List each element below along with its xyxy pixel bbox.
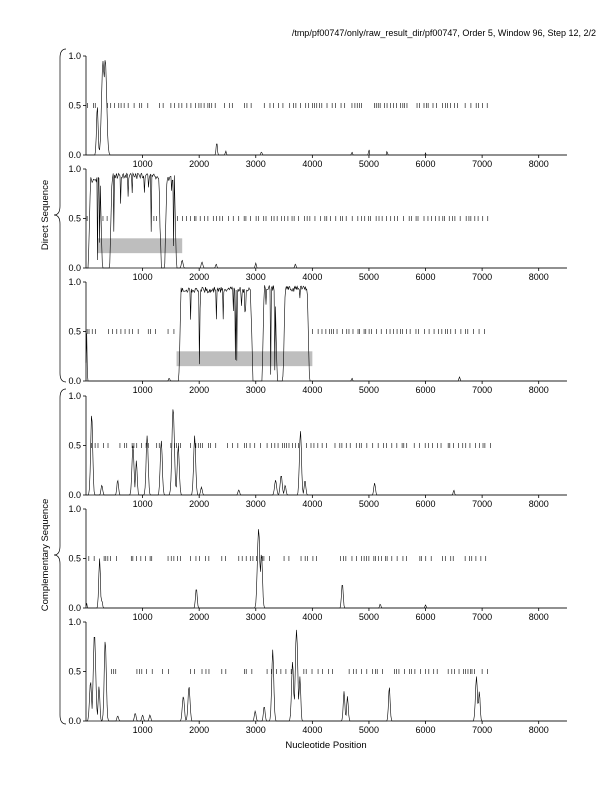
y-tick-label: 1.0 <box>68 617 81 627</box>
codon-marks <box>86 329 485 334</box>
y-tick-label: 0.0 <box>68 603 81 613</box>
x-tick-label: 4000 <box>302 159 322 169</box>
x-tick-label: 1000 <box>133 385 153 395</box>
x-tick-label: 8000 <box>529 725 549 735</box>
x-tick-label: 7000 <box>472 385 492 395</box>
x-tick-label: 2000 <box>189 385 209 395</box>
x-tick-label: 2000 <box>189 272 209 282</box>
x-tick-label: 4000 <box>302 385 322 395</box>
x-tick-label: 7000 <box>472 272 492 282</box>
x-tick-label: 5000 <box>359 385 379 395</box>
x-tick-label: 7000 <box>472 159 492 169</box>
codon-marks <box>86 216 489 221</box>
codon-marks <box>111 669 488 674</box>
x-tick-label: 2000 <box>189 612 209 622</box>
x-tick-label: 6000 <box>416 499 436 509</box>
panel-1: 0.0 0.5 1.0 1000 2000 3000 4000 5000 6000 7000 800… <box>68 51 567 169</box>
probability-line <box>86 60 567 156</box>
x-tick-label: 3000 <box>246 159 266 169</box>
x-tick-label: 4000 <box>302 272 322 282</box>
y-tick-label: 0.5 <box>68 667 81 677</box>
codon-marks <box>91 443 491 448</box>
x-tick-label: 3000 <box>246 612 266 622</box>
panel-2: 0.0 0.5 1.0 1000 2000 3000 4000 5000 6000 7000 800… <box>68 164 567 282</box>
y-tick-label: 0.5 <box>68 441 81 451</box>
direct-sequence-label: Direct Sequence <box>40 180 51 250</box>
x-axis-title: Nucleotide Position <box>285 740 366 751</box>
x-tick-label: 1000 <box>133 725 153 735</box>
x-tick-label: 7000 <box>472 612 492 622</box>
x-tick-label: 1000 <box>133 159 153 169</box>
x-tick-label: 1000 <box>133 499 153 509</box>
x-tick-label: 5000 <box>359 272 379 282</box>
y-tick-label: 1.0 <box>68 391 81 401</box>
x-tick-label: 8000 <box>529 499 549 509</box>
panel-6: 0.0 0.5 1.0 1000 2000 3000 4000 5000 6000 7000 800… <box>68 617 567 735</box>
probability-line <box>86 409 567 496</box>
x-tick-label: 4000 <box>302 725 322 735</box>
y-tick-label: 0.0 <box>68 263 81 273</box>
x-tick-label: 3000 <box>246 725 266 735</box>
x-tick-label: 7000 <box>472 499 492 509</box>
x-tick-label: 3000 <box>246 385 266 395</box>
y-tick-label: 0.0 <box>68 150 81 160</box>
codon-marks <box>88 556 487 561</box>
x-tick-label: 3000 <box>246 272 266 282</box>
probability-line <box>85 529 567 609</box>
panel-5: 0.0 0.5 1.0 1000 2000 3000 4000 5000 6000 7000 800… <box>68 504 567 622</box>
x-tick-label: 5000 <box>359 612 379 622</box>
y-tick-label: 0.5 <box>68 101 81 111</box>
x-tick-label: 8000 <box>529 612 549 622</box>
x-tick-label: 6000 <box>416 612 436 622</box>
y-tick-label: 0.0 <box>68 716 81 726</box>
y-tick-label: 1.0 <box>68 504 81 514</box>
complementary-sequence-label: Complementary Sequence <box>40 499 51 611</box>
x-tick-label: 4000 <box>302 499 322 509</box>
y-tick-label: 0.5 <box>68 554 81 564</box>
x-tick-label: 5000 <box>359 725 379 735</box>
y-tick-label: 0.5 <box>68 327 81 337</box>
header-text: /tmp/pf00747/only/raw_result_dir/pf00747… <box>292 28 596 38</box>
y-tick-label: 0.5 <box>68 214 81 224</box>
x-tick-label: 5000 <box>359 159 379 169</box>
x-tick-label: 1000 <box>133 272 153 282</box>
direct-bracket <box>53 48 67 383</box>
probability-line <box>86 629 567 722</box>
panel-4: 0.0 0.5 1.0 1000 2000 3000 4000 5000 6000 7000 800… <box>68 391 567 509</box>
x-tick-label: 2000 <box>189 159 209 169</box>
x-tick-label: 4000 <box>302 612 322 622</box>
x-tick-label: 6000 <box>416 725 436 735</box>
y-tick-label: 1.0 <box>68 51 81 61</box>
x-tick-label: 8000 <box>529 159 549 169</box>
x-tick-label: 3000 <box>246 499 266 509</box>
x-tick-label: 7000 <box>472 725 492 735</box>
y-tick-label: 0.0 <box>68 490 81 500</box>
group-brackets: Direct Sequence Complementary Sequence <box>40 48 67 725</box>
x-tick-label: 8000 <box>529 272 549 282</box>
x-tick-label: 5000 <box>359 499 379 509</box>
x-tick-label: 2000 <box>189 499 209 509</box>
codon-marks <box>87 103 488 108</box>
x-tick-label: 6000 <box>416 159 436 169</box>
orf-band <box>176 351 313 367</box>
complementary-bracket <box>53 388 67 725</box>
y-tick-label: 1.0 <box>68 164 81 174</box>
x-tick-label: 2000 <box>189 725 209 735</box>
x-tick-label: 1000 <box>133 612 153 622</box>
x-tick-label: 6000 <box>416 272 436 282</box>
probability-line <box>85 285 567 382</box>
y-tick-label: 1.0 <box>68 277 81 287</box>
panel-3: 0.0 0.5 1.0 1000 2000 3000 4000 5000 6000 7000 800… <box>68 277 567 395</box>
x-tick-label: 6000 <box>416 385 436 395</box>
chart-panels: 0.0 0.5 1.0 1000 2000 3000 4000 5000 6000 7000 800… <box>68 51 567 735</box>
probability-line <box>86 172 567 269</box>
y-tick-label: 0.0 <box>68 376 81 386</box>
x-tick-label: 8000 <box>529 385 549 395</box>
